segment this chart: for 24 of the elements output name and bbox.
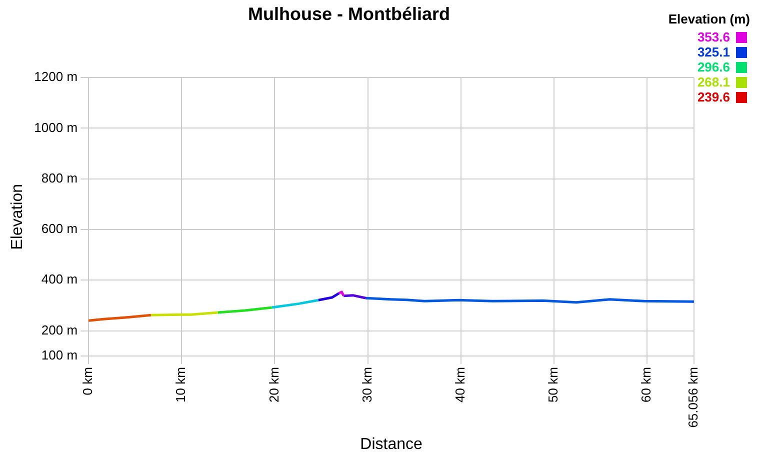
chart-title: Mulhouse - Montbéliard: [248, 4, 450, 24]
color-bar-label: 268.1: [697, 74, 730, 90]
x-tick-label: 20 km: [266, 367, 282, 403]
y-tick-label: 1200 m: [34, 69, 78, 84]
x-tick-label: 50 km: [545, 367, 560, 403]
y-tick-label: 200 m: [41, 322, 78, 338]
color-bar-label: 353.6: [697, 30, 730, 45]
x-tick-label: 65.056 km: [686, 367, 701, 428]
color-bar-label: 325.1: [697, 44, 730, 60]
x-tick-label: 40 km: [452, 367, 468, 403]
y-axis-title: Elevation: [9, 184, 26, 250]
y-tick-label: 800 m: [41, 170, 78, 186]
y-tick-label: 1000 m: [34, 120, 78, 135]
x-tick-label: 60 km: [638, 367, 654, 403]
color-bar-label: 239.6: [697, 90, 730, 105]
y-tick-label: 400 m: [41, 272, 78, 287]
y-tick-label: 600 m: [41, 221, 78, 236]
x-tick-label: 0 km: [80, 367, 96, 396]
y-tick-label: 100 m: [41, 348, 78, 363]
x-axis-title: Distance: [360, 436, 423, 453]
x-tick-label: 30 km: [359, 367, 374, 403]
color-bar-title: Elevation (m): [668, 12, 750, 27]
x-tick-label: 10 km: [173, 367, 188, 403]
color-bar-label: 296.6: [697, 60, 730, 75]
